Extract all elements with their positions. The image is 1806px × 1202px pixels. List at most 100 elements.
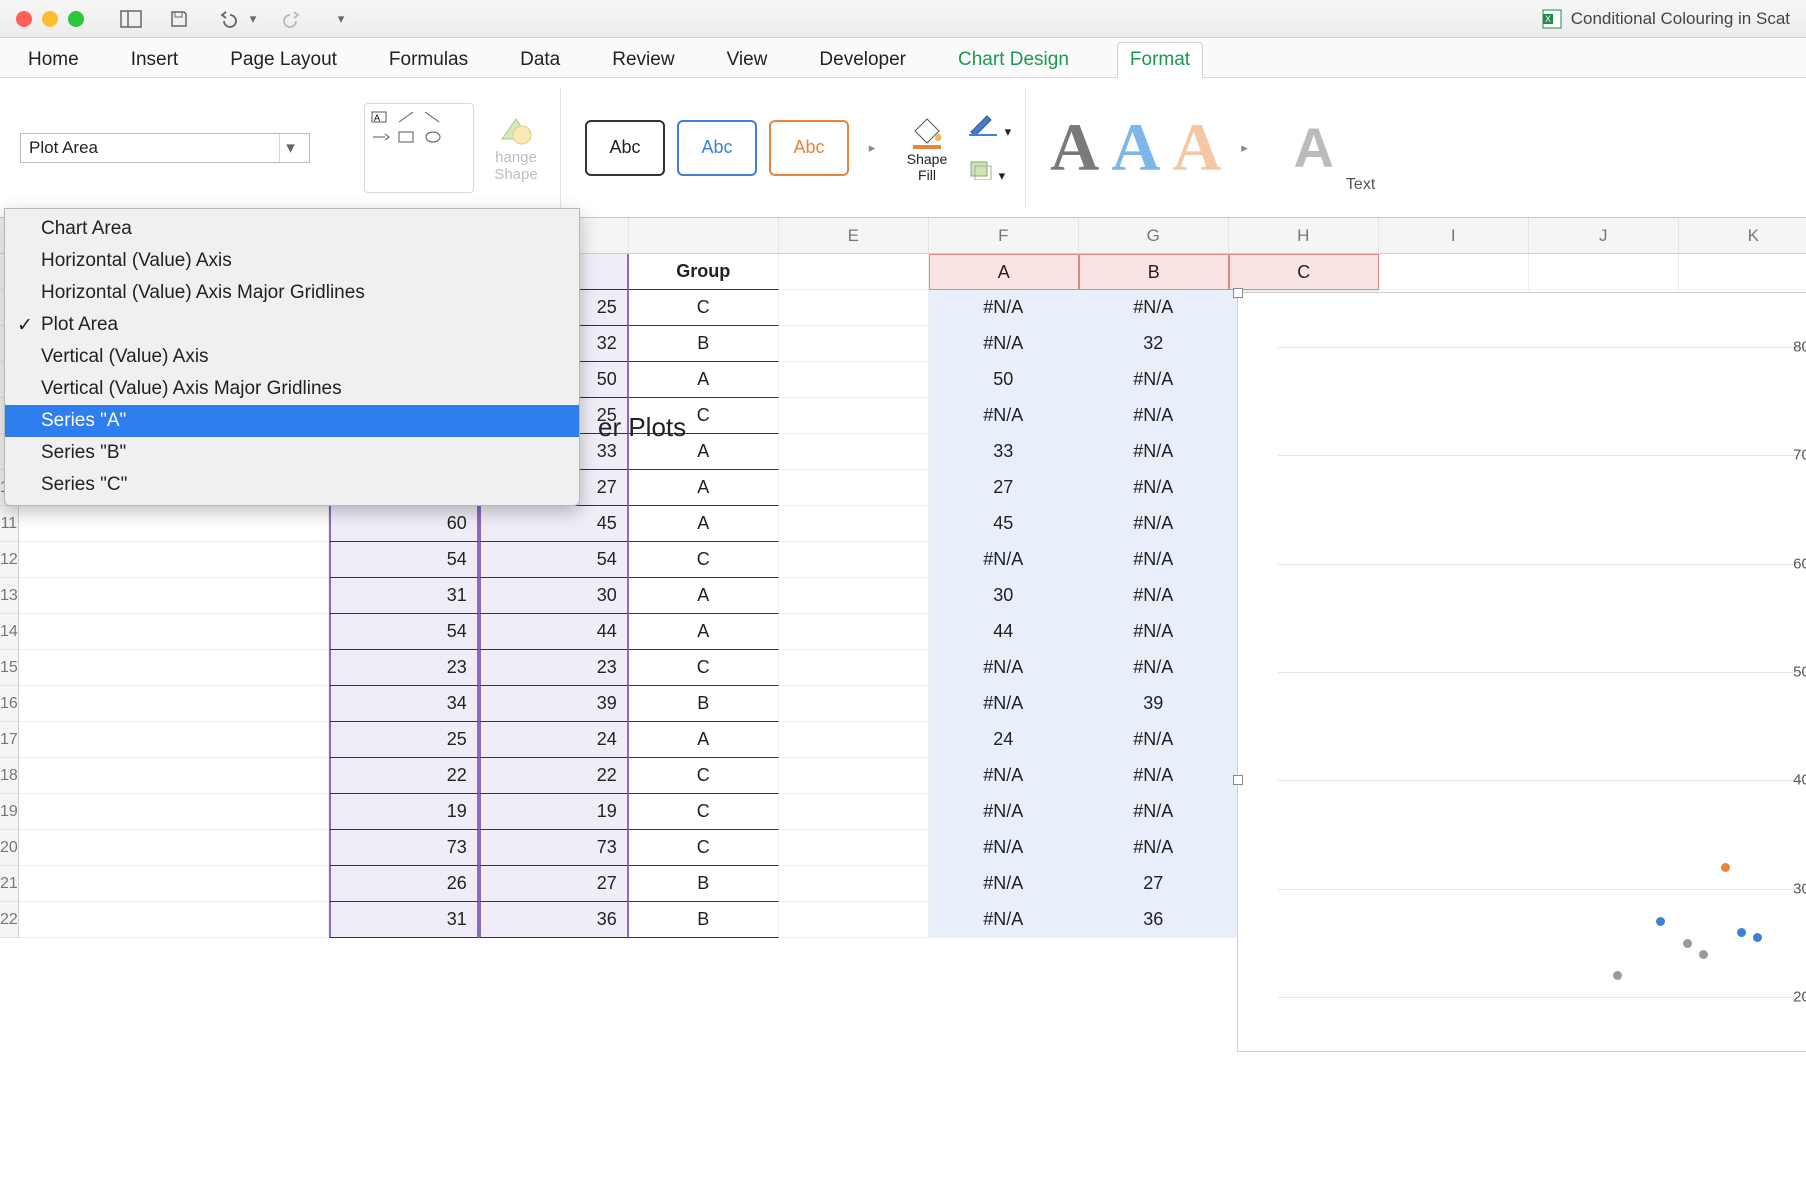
cell[interactable]: 34	[329, 686, 479, 722]
cell[interactable]	[19, 686, 329, 722]
cell[interactable]: A	[629, 470, 779, 506]
cell[interactable]: #N/A	[1079, 470, 1229, 506]
chart-selection-handle[interactable]	[1233, 775, 1243, 785]
row-header[interactable]: 16	[0, 686, 18, 722]
cell[interactable]	[779, 830, 929, 866]
cell[interactable]: 23	[479, 650, 629, 686]
cell[interactable]: C	[1229, 254, 1379, 290]
cell[interactable]: #N/A	[929, 290, 1079, 326]
cell[interactable]: C	[629, 830, 779, 866]
tab-page-layout[interactable]: Page Layout	[226, 43, 341, 77]
chart-point-series-A[interactable]	[1753, 933, 1762, 942]
col-header-H[interactable]: H	[1229, 218, 1379, 253]
cell[interactable]: #N/A	[1079, 398, 1229, 434]
cell[interactable]	[19, 794, 329, 830]
shape-style-1[interactable]: Abc	[585, 120, 665, 176]
cell[interactable]: A	[629, 722, 779, 758]
shape-effects-button[interactable]: ▾	[967, 158, 1011, 184]
cell[interactable]	[779, 614, 929, 650]
cell[interactable]: A	[629, 506, 779, 542]
cell[interactable]	[779, 254, 929, 290]
cell[interactable]: 45	[929, 506, 1079, 542]
chart-element-selector[interactable]: Plot Area ▾	[20, 133, 310, 163]
row-header[interactable]: 17	[0, 722, 18, 758]
cell[interactable]	[19, 722, 329, 758]
cell[interactable]: 27	[479, 866, 629, 902]
undo-dropdown-icon[interactable]: ▾	[248, 6, 258, 32]
cell[interactable]: 50	[929, 362, 1079, 398]
cell[interactable]	[19, 830, 329, 866]
chart-point-series-C[interactable]	[1613, 971, 1622, 980]
row-header[interactable]: 15	[0, 650, 18, 686]
cell[interactable]: 45	[479, 506, 629, 542]
cell[interactable]: 24	[929, 722, 1079, 758]
text-fill-icon[interactable]: A	[1293, 115, 1333, 180]
cell[interactable]	[779, 290, 929, 326]
cell[interactable]: 24	[479, 722, 629, 758]
cell[interactable]: 54	[329, 614, 479, 650]
gallery-next-icon[interactable]: ▸	[861, 120, 883, 176]
cell[interactable]	[779, 398, 929, 434]
cell[interactable]	[19, 578, 329, 614]
tab-home[interactable]: Home	[24, 43, 83, 77]
shape-style-3[interactable]: Abc	[769, 120, 849, 176]
dropdown-item[interactable]: Plot Area	[5, 309, 579, 341]
cell[interactable]: 31	[329, 902, 479, 938]
tab-chart-design[interactable]: Chart Design	[954, 43, 1073, 77]
cell[interactable]: #N/A	[1079, 434, 1229, 470]
row-header[interactable]: 22	[0, 902, 18, 938]
cell[interactable]: #N/A	[929, 650, 1079, 686]
maximize-dot[interactable]	[68, 11, 84, 27]
cell[interactable]	[779, 578, 929, 614]
cell[interactable]	[779, 758, 929, 794]
cell[interactable]: C	[629, 542, 779, 578]
cell[interactable]: #N/A	[929, 902, 1079, 938]
cell[interactable]: #N/A	[929, 758, 1079, 794]
cell[interactable]: B	[629, 866, 779, 902]
cell[interactable]: 19	[479, 794, 629, 830]
cell[interactable]: 44	[479, 614, 629, 650]
chart-point-series-C[interactable]	[1683, 939, 1692, 948]
cell[interactable]	[779, 362, 929, 398]
row-header[interactable]: 20	[0, 830, 18, 866]
cell[interactable]: 36	[479, 902, 629, 938]
cell[interactable]: #N/A	[929, 542, 1079, 578]
cell[interactable]: 22	[329, 758, 479, 794]
wordart-gallery-next-icon[interactable]: ▸	[1233, 120, 1255, 176]
row-header[interactable]: 14	[0, 614, 18, 650]
cell[interactable]: 26	[329, 866, 479, 902]
dropdown-item[interactable]: Vertical (Value) Axis	[5, 341, 579, 373]
cell[interactable]	[19, 506, 329, 542]
cell[interactable]	[779, 470, 929, 506]
cell[interactable]	[779, 326, 929, 362]
cell[interactable]: #N/A	[929, 866, 1079, 902]
wordart-style-1[interactable]: A	[1050, 108, 1099, 187]
cell[interactable]	[19, 650, 329, 686]
col-header-F[interactable]: F	[929, 218, 1079, 253]
cell[interactable]: #N/A	[929, 398, 1079, 434]
cell[interactable]: C	[629, 290, 779, 326]
tab-data[interactable]: Data	[516, 43, 564, 77]
cell[interactable]: #N/A	[1079, 722, 1229, 758]
cell[interactable]: B	[629, 686, 779, 722]
cell[interactable]	[1679, 254, 1806, 290]
cell[interactable]: #N/A	[1079, 362, 1229, 398]
cell[interactable]: 19	[329, 794, 479, 830]
cell[interactable]: #N/A	[1079, 650, 1229, 686]
cell[interactable]: A	[629, 614, 779, 650]
dropdown-item[interactable]: Horizontal (Value) Axis	[5, 245, 579, 277]
cell[interactable]: A	[629, 578, 779, 614]
cell[interactable]	[1379, 254, 1529, 290]
cell[interactable]: 73	[329, 830, 479, 866]
row-header[interactable]: 21	[0, 866, 18, 902]
cell[interactable]	[779, 722, 929, 758]
tab-formulas[interactable]: Formulas	[385, 43, 472, 77]
cell[interactable]: 32	[1079, 326, 1229, 362]
cell[interactable]: 23	[329, 650, 479, 686]
cell[interactable]: B	[629, 326, 779, 362]
cell[interactable]: #N/A	[1079, 614, 1229, 650]
tab-insert[interactable]: Insert	[127, 43, 183, 77]
cell[interactable]: #N/A	[1079, 794, 1229, 830]
cell[interactable]: 54	[329, 542, 479, 578]
cell[interactable]	[779, 506, 929, 542]
